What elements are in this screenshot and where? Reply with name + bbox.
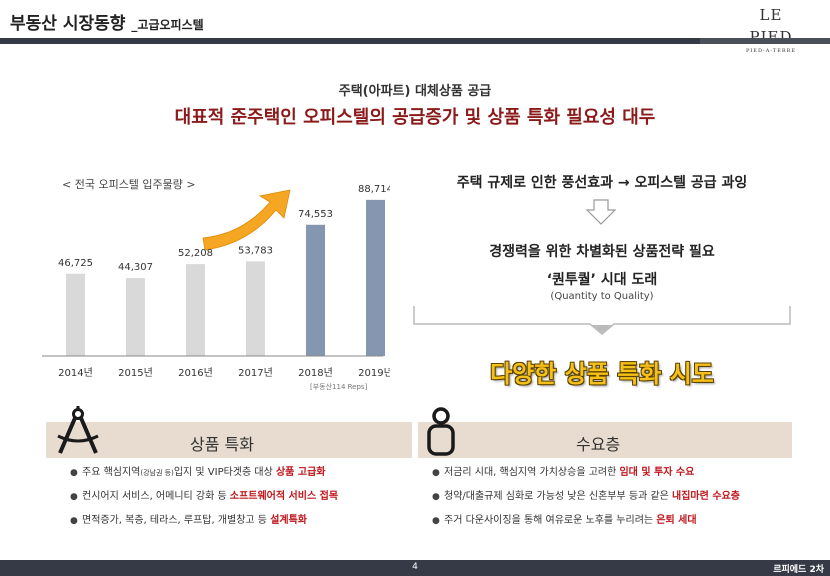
section-title: 대표적 준주택인 오피스텔의 공급증가 및 상품 특화 필요성 대두 — [174, 107, 656, 128]
chart-bar — [306, 224, 325, 356]
chart-bar — [246, 261, 265, 356]
chart-tick-label: 2017년 — [238, 367, 273, 379]
demand-panel-header — [418, 422, 792, 458]
chart-source: [부동산114 Reps] — [310, 383, 368, 391]
chart-data-label: 88,714 — [358, 184, 390, 195]
balloon-effect-text: 주택 규제로 인한 풍선효과 → 오피스텔 공급 과잉 — [456, 175, 748, 191]
chart-tick-label: 2018년 — [298, 367, 333, 379]
product-panel-header — [46, 422, 412, 458]
page-subtitle: _고급오피스텔 — [131, 18, 204, 32]
chart-bar — [186, 264, 205, 356]
chart-tick-label: 2019년 — [358, 367, 390, 379]
product-panel-title: 상품 특화 — [190, 435, 254, 454]
header: 부동산 시장동향 _고급오피스텔 LE PIED PIED-A-TERRE — [0, 0, 830, 54]
chart-title: < 전국 오피스텔 입주물량 > — [62, 178, 196, 191]
growth-arrow-icon — [202, 189, 291, 251]
footer-project-name: 르피에드 2차 — [773, 565, 824, 575]
chart-data-label: 44,307 — [118, 262, 153, 273]
chart-data-label: 74,553 — [298, 209, 333, 220]
logo-sub-text: PIED-A-TERRE — [745, 48, 797, 54]
chart-data-label: 52,208 — [178, 248, 213, 259]
strategy-text: 경쟁력을 위한 차별화된 상품전략 필요 — [489, 244, 715, 260]
section-pretitle: 주택(아파트) 대체상품 공급 — [338, 84, 492, 99]
chart-bar — [366, 199, 385, 356]
header-divider — [0, 38, 830, 44]
chart-data-label: 53,783 — [238, 245, 273, 256]
down-arrow-icon — [585, 199, 617, 225]
chart-bar — [66, 273, 85, 356]
supply-bar-chart: 46,725 2014년 44,307 2015년 52,208 2016년 53,783 2… — [42, 184, 390, 379]
chart-data-label: 46,725 — [58, 258, 93, 269]
demand-panel-title: 수요층 — [576, 435, 621, 454]
chart-tick-label: 2014년 — [58, 367, 93, 379]
list-item: 청약/대출규제 심화로 가능성 낮은 신혼부부 등과 같은 내집마련 수요층 — [432, 490, 792, 514]
footer: 4 르피에드 2차 — [0, 560, 830, 576]
list-item: 주거 다운사이징을 통해 여유로운 노후를 누리려는 은퇴 세대 — [432, 514, 792, 538]
list-item: 저금리 시대, 핵심지역 가치상승을 고려한 임대 및 투자 수요 — [432, 466, 792, 490]
quantity-quality-english: (Quantity to Quality) — [550, 291, 654, 302]
product-specialization-headline: 다양한 상품 특화 시도 — [490, 360, 714, 388]
quantity-quality-text: ‘퀀투퀄’ 시대 도래 — [546, 272, 658, 288]
person-icon — [427, 407, 455, 456]
chart-tick-label: 2016년 — [178, 367, 213, 379]
page-number: 4 — [412, 562, 418, 572]
header-divider-accent — [700, 38, 830, 44]
demand-bullet-list: 저금리 시대, 핵심지역 가치상승을 고려한 임대 및 투자 수요 청약/대출규… — [432, 466, 792, 538]
list-item: 컨시어지 서비스, 어메니티 강화 등 소프트웨어적 서비스 접목 — [70, 490, 410, 514]
compass-icon — [57, 406, 99, 454]
chart-bar — [126, 278, 145, 356]
brand-logo: LE PIED PIED-A-TERRE — [741, 4, 801, 54]
list-item: 주요 핵심지역(강남권 등)입지 및 VIP타겟층 대상 상품 고급화 — [70, 466, 410, 490]
list-item: 면적증가, 복층, 테라스, 루프탑, 개별창고 등 설계특화 — [70, 514, 410, 538]
page-title: 부동산 시장동향 _고급오피스텔 — [10, 14, 204, 34]
product-bullet-list: 주요 핵심지역(강남권 등)입지 및 VIP타겟층 대상 상품 고급화 컨시어지… — [70, 466, 410, 538]
callout-bracket — [413, 306, 791, 335]
chart-tick-label: 2015년 — [118, 367, 153, 379]
